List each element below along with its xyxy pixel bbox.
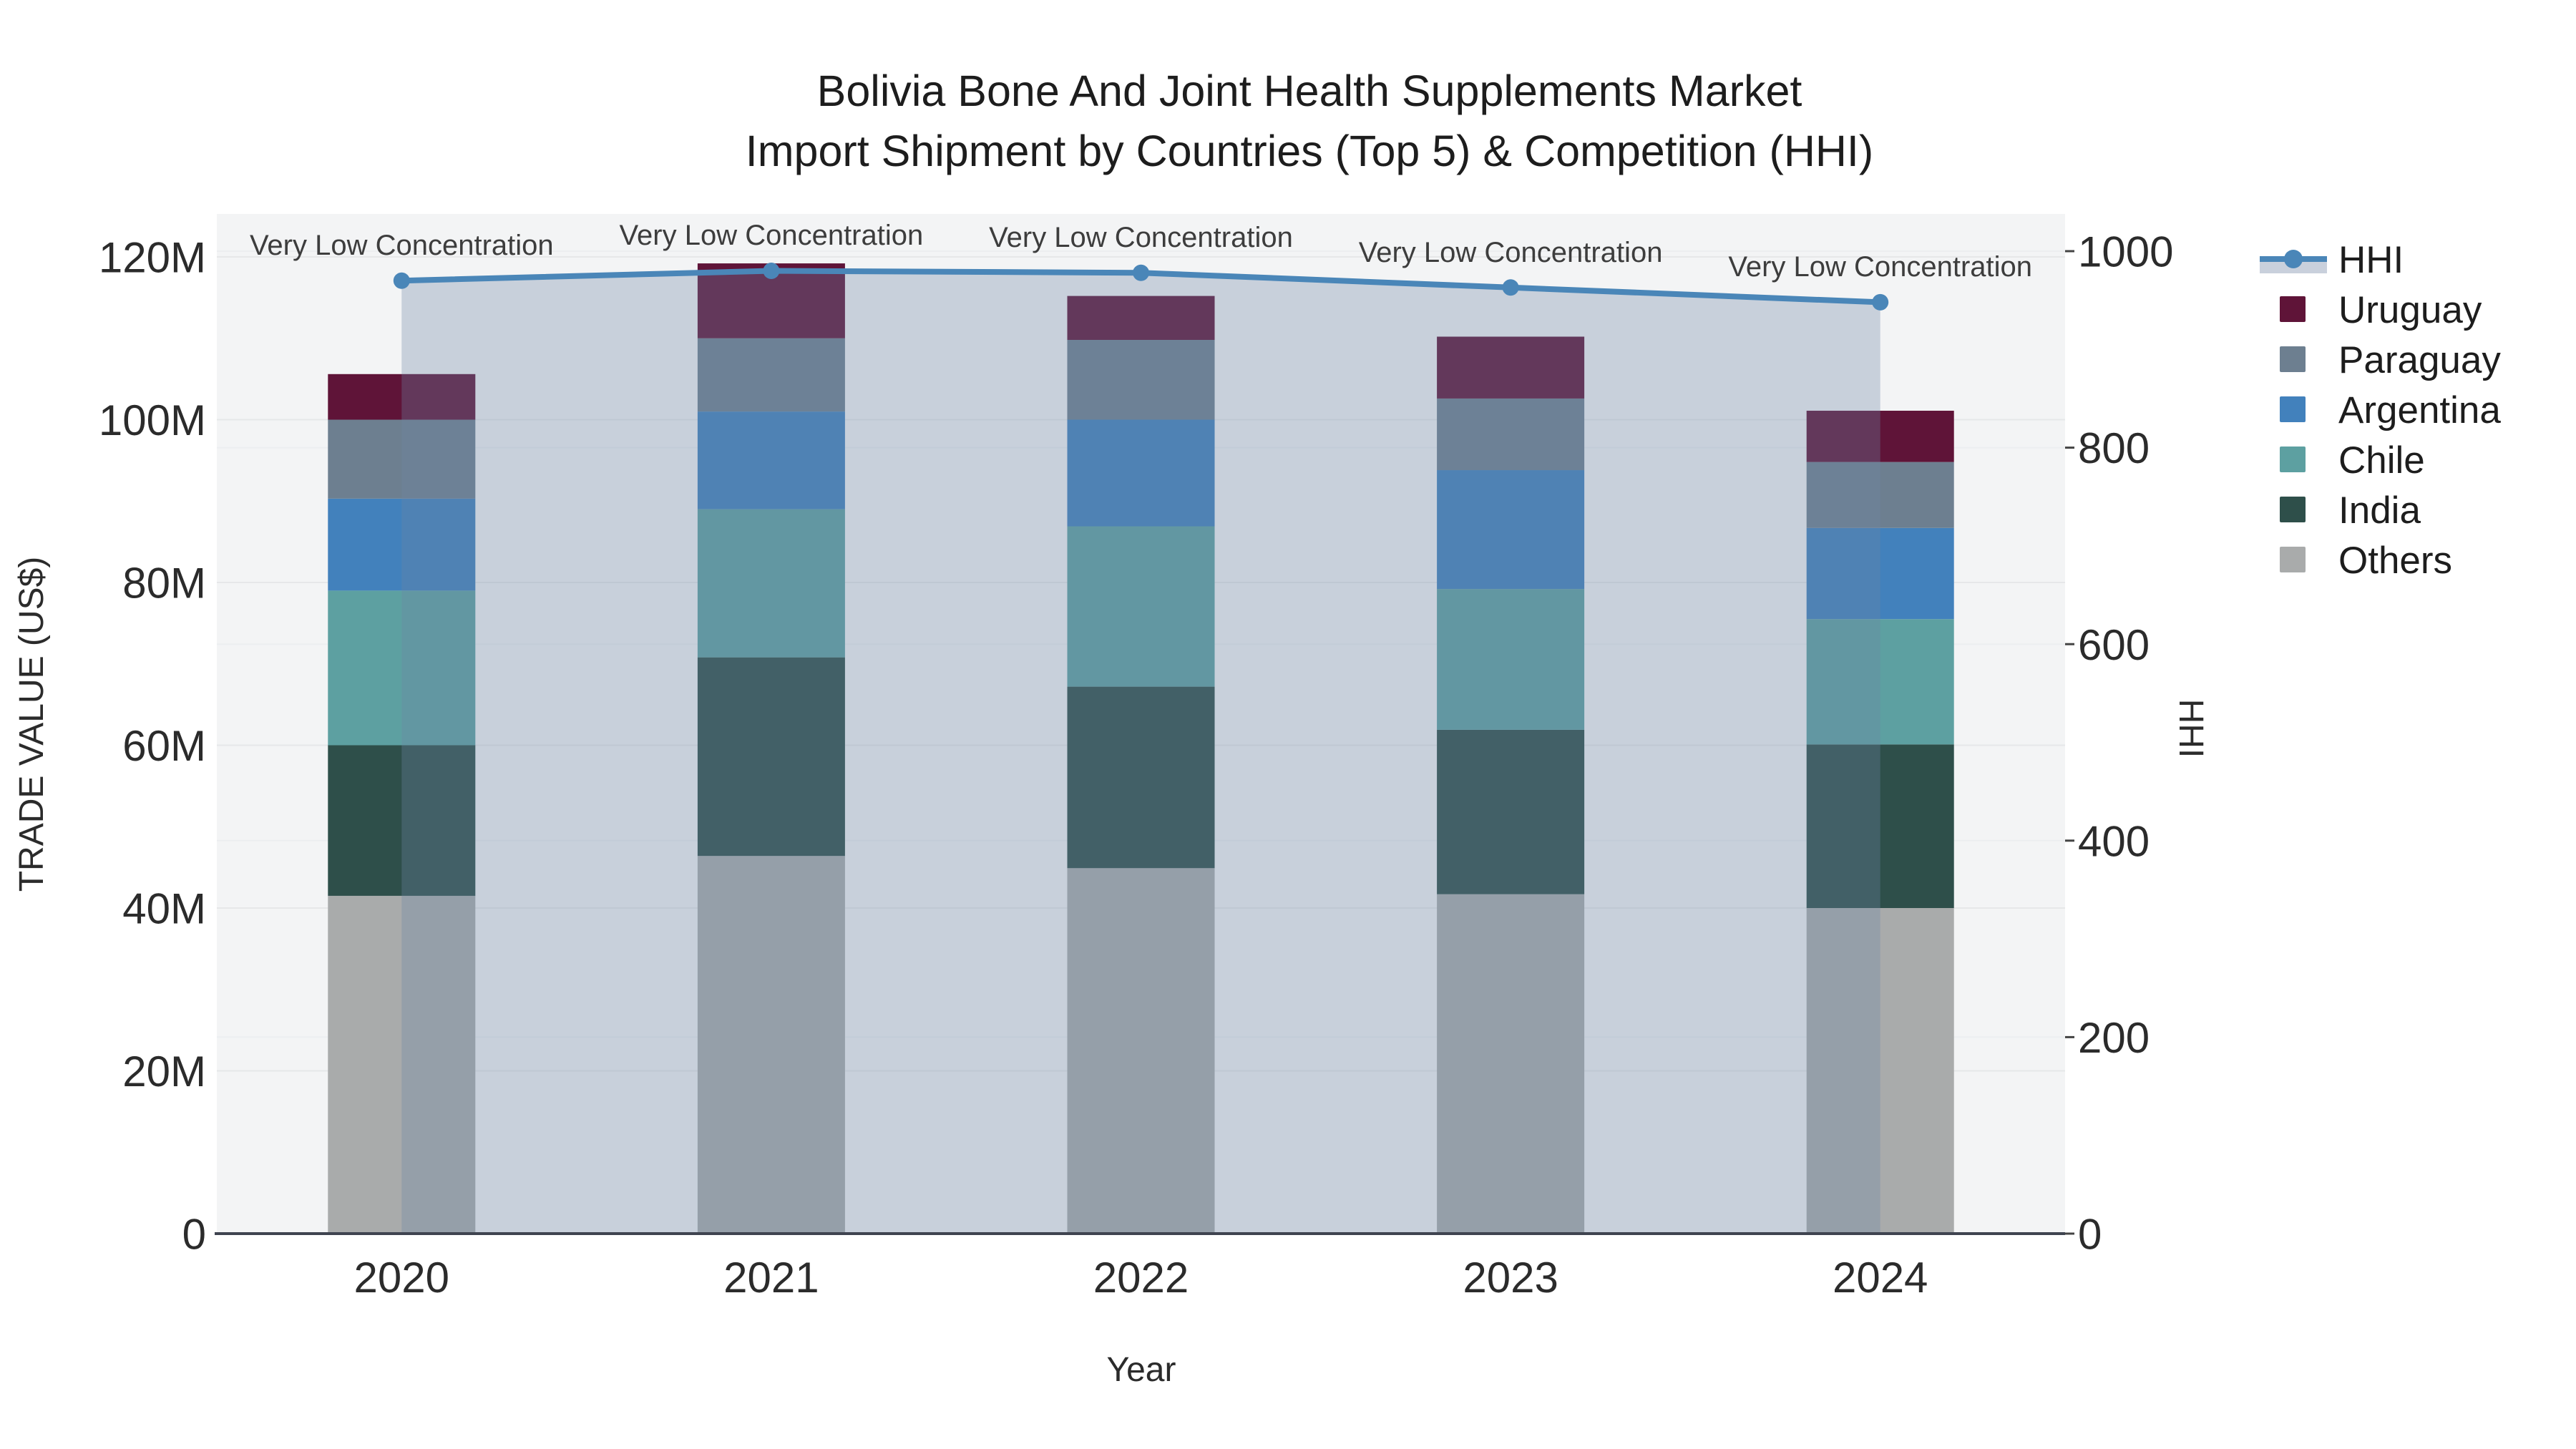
x-axis-tick-label-2023: 2023 xyxy=(1463,1254,1558,1302)
x-axis-tick-label-2020: 2020 xyxy=(354,1254,449,1302)
legend-swatch-paraguay xyxy=(2280,346,2306,372)
legend-item-hhi[interactable]: HHI xyxy=(2260,239,2404,281)
bar-segment-india-2022[interactable] xyxy=(1067,686,1215,869)
left-axis-tick-label: 20M xyxy=(122,1048,206,1096)
bar-segment-chile-2023[interactable] xyxy=(1437,589,1585,730)
bar-segment-argentina-2022[interactable] xyxy=(1067,419,1215,527)
bar-segment-paraguay-2024[interactable] xyxy=(1806,462,1954,528)
x-axis-tick-label-2022: 2022 xyxy=(1093,1254,1189,1302)
bar-segment-others-2022[interactable] xyxy=(1067,868,1215,1234)
bar-segment-argentina-2024[interactable] xyxy=(1806,527,1954,620)
legend-label-argentina: Argentina xyxy=(2338,389,2501,431)
hhi-area-fill xyxy=(401,270,1880,1234)
bar-segment-paraguay-2021[interactable] xyxy=(697,338,845,412)
bar-segment-others-2023[interactable] xyxy=(1437,894,1585,1234)
right-axis-tick-label: 200 xyxy=(2078,1014,2150,1062)
bar-segment-argentina-2021[interactable] xyxy=(697,411,845,509)
legend-label-india: India xyxy=(2338,489,2421,532)
bar-segment-india-2023[interactable] xyxy=(1437,729,1585,894)
legend-label-hhi: HHI xyxy=(2338,239,2404,281)
bar-segment-others-2021[interactable] xyxy=(697,856,845,1234)
right-axis-tick-labels: 0 200 400 600 800 1000 xyxy=(2078,228,2173,1259)
bar-segment-others-2024[interactable] xyxy=(1806,908,1954,1234)
bar-segment-chile-2024[interactable] xyxy=(1806,619,1954,745)
hhi-legend-marker xyxy=(2284,250,2303,268)
legend: HHI Uruguay Paraguay Argentina Chile India Oth… xyxy=(2260,239,2501,582)
annotation-2024: Very Low Concentration xyxy=(1728,251,2032,283)
legend-item-others[interactable]: Others xyxy=(2280,540,2452,582)
bar-segment-india-2020[interactable] xyxy=(328,745,476,896)
bar-segment-uruguay-2024[interactable] xyxy=(1806,410,1954,462)
bar-segment-uruguay-2022[interactable] xyxy=(1067,296,1215,341)
left-axis-tick-label: 40M xyxy=(122,885,206,933)
legend-item-chile[interactable]: Chile xyxy=(2280,439,2425,482)
right-axis-tick-label: 800 xyxy=(2078,424,2150,472)
right-axis-tick-marks xyxy=(2065,250,2074,1235)
annotation-2021: Very Low Concentration xyxy=(620,220,924,251)
x-axis-tick-labels: 2020 2021 2022 2023 2024 xyxy=(354,1254,1928,1302)
legend-swatch-uruguay xyxy=(2280,296,2306,322)
left-axis-tick-label: 120M xyxy=(99,234,206,282)
concentration-annotations: Very Low Concentration Very Low Concentra… xyxy=(250,220,2032,283)
bar-segment-paraguay-2020[interactable] xyxy=(328,419,476,499)
legend-label-chile: Chile xyxy=(2338,439,2425,482)
stacked-bars xyxy=(328,263,1954,1234)
legend-swatch-others xyxy=(2280,547,2306,572)
legend-swatch-argentina xyxy=(2280,396,2306,422)
bar-segment-argentina-2023[interactable] xyxy=(1437,470,1585,590)
chart-title-line2: Import Shipment by Countries (Top 5) & C… xyxy=(746,127,1873,175)
hhi-marker-2023[interactable] xyxy=(1502,279,1519,296)
x-axis-tick-label-2021: 2021 xyxy=(723,1254,819,1302)
legend-swatch-india xyxy=(2280,497,2306,522)
hhi-marker-2024[interactable] xyxy=(1872,293,1889,311)
legend-item-india[interactable]: India xyxy=(2280,489,2421,532)
hhi-marker-2021[interactable] xyxy=(763,263,780,279)
x-axis-tick-label-2024: 2024 xyxy=(1833,1254,1928,1302)
annotation-2020: Very Low Concentration xyxy=(250,230,554,261)
right-axis-tick-label: 600 xyxy=(2078,621,2150,669)
legend-swatch-chile xyxy=(2280,447,2306,472)
right-axis-tick-label: 1000 xyxy=(2078,228,2173,276)
bar-segment-argentina-2020[interactable] xyxy=(328,498,476,591)
legend-label-paraguay: Paraguay xyxy=(2338,339,2501,381)
bar-segment-chile-2020[interactable] xyxy=(328,590,476,746)
legend-item-paraguay[interactable]: Paraguay xyxy=(2280,339,2501,381)
chart-title-line1: Bolivia Bone And Joint Health Supplement… xyxy=(817,67,1802,115)
left-axis-tick-label: 100M xyxy=(99,396,206,444)
bar-segment-paraguay-2022[interactable] xyxy=(1067,340,1215,420)
bar-segment-uruguay-2020[interactable] xyxy=(328,374,476,420)
hhi-marker-2020[interactable] xyxy=(393,272,410,289)
hhi-marker-2022[interactable] xyxy=(1133,264,1149,281)
left-axis-tick-label: 60M xyxy=(122,722,206,770)
annotation-2022: Very Low Concentration xyxy=(989,222,1293,253)
x-axis-title: Year xyxy=(1107,1351,1176,1389)
left-axis-tick-label: 0 xyxy=(182,1211,206,1259)
bar-segment-india-2021[interactable] xyxy=(697,657,845,857)
bar-segment-others-2020[interactable] xyxy=(328,895,476,1234)
right-axis-tick-label: 0 xyxy=(2078,1211,2102,1259)
legend-item-uruguay[interactable]: Uruguay xyxy=(2280,289,2482,331)
bar-segment-paraguay-2023[interactable] xyxy=(1437,398,1585,471)
y-axis-title-left: TRADE VALUE (US$) xyxy=(13,557,51,892)
annotation-2023: Very Low Concentration xyxy=(1359,237,1663,268)
legend-label-uruguay: Uruguay xyxy=(2338,289,2482,331)
y-axis-title-right: HHI xyxy=(2172,699,2210,758)
bar-segment-india-2024[interactable] xyxy=(1806,744,1954,908)
left-axis-tick-label: 80M xyxy=(122,560,206,608)
bar-segment-uruguay-2023[interactable] xyxy=(1437,336,1585,399)
left-axis-tick-labels: 0 20M 40M 60M 80M 100M 120M xyxy=(99,234,206,1259)
bar-segment-chile-2022[interactable] xyxy=(1067,526,1215,687)
hhi-markers xyxy=(393,263,1889,311)
legend-item-argentina[interactable]: Argentina xyxy=(2280,389,2501,431)
legend-label-others: Others xyxy=(2338,540,2452,582)
bar-segment-chile-2021[interactable] xyxy=(697,509,845,658)
right-axis-tick-label: 400 xyxy=(2078,817,2150,865)
